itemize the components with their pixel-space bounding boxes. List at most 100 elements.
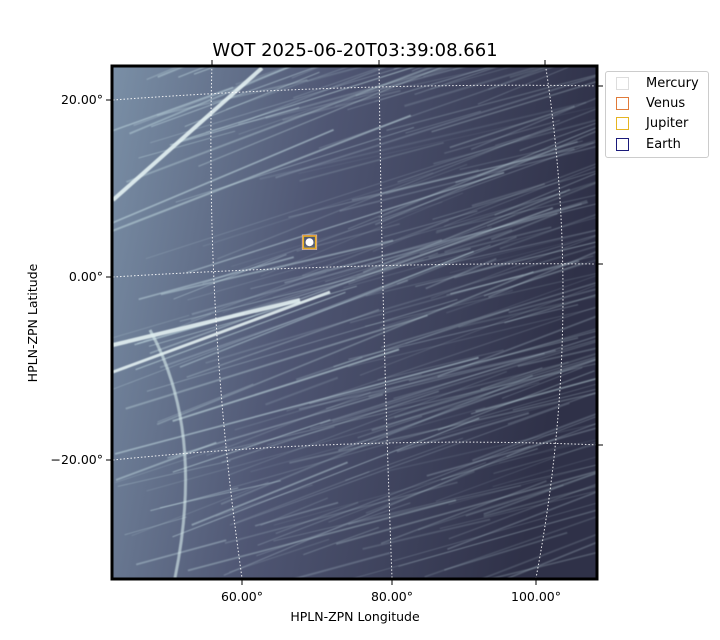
star-trail: [146, 382, 540, 492]
star-trail: [113, 67, 114, 68]
curved-trail: [148, 329, 188, 578]
plot-area: [113, 67, 596, 578]
y-axis-label: HPLN-ZPN Latitude: [25, 263, 40, 382]
star-trail: [150, 67, 404, 144]
star-trail: [282, 89, 401, 121]
legend-label: Venus: [646, 95, 686, 111]
star-trail: [257, 416, 596, 546]
star-trail: [348, 252, 439, 285]
star-trail: [430, 67, 512, 90]
star-trail: [377, 349, 504, 381]
planet-marker-jupiter: [302, 235, 317, 249]
star-trail: [381, 282, 596, 349]
star-trail: [250, 406, 486, 473]
star-trail: [156, 79, 308, 117]
star-trail: [374, 67, 492, 103]
bright-trail: [113, 298, 301, 347]
x-tick-label: 80.00°: [371, 589, 413, 604]
star-trail: [231, 201, 443, 267]
grid-lon-60: [210, 67, 243, 578]
legend-item-mercury: Mercury: [616, 74, 699, 92]
star-trail: [447, 491, 596, 550]
legend-label: Mercury: [646, 75, 699, 91]
star-trail: [437, 315, 596, 378]
star-trail: [175, 127, 415, 203]
star-trail: [431, 81, 596, 133]
star-trail: [146, 298, 458, 392]
star-trail: [150, 487, 239, 512]
legend-label: Earth: [646, 136, 681, 152]
chart-title: WOT 2025-06-20T03:39:08.661: [212, 40, 497, 61]
star-trail: [337, 358, 596, 452]
star-trail: [157, 383, 254, 423]
grid-lat-0: [113, 263, 596, 278]
star-trail: [324, 200, 588, 283]
star-trail: [333, 309, 510, 368]
star-trail: [299, 141, 444, 182]
star-trail: [275, 501, 359, 535]
star-trail: [415, 241, 596, 288]
star-trail: [477, 67, 570, 105]
star-trail: [228, 371, 507, 476]
star-trail: [446, 255, 594, 296]
star-trail: [486, 182, 596, 227]
star-trail: [423, 67, 455, 78]
star-trail: [443, 166, 596, 227]
star-trail: [458, 295, 596, 329]
star-trail: [186, 308, 380, 378]
star-trail: [396, 236, 517, 285]
star-trail: [368, 352, 545, 398]
star-trail: [215, 484, 313, 517]
star-trail: [298, 106, 596, 174]
star-trail: [222, 271, 327, 313]
star-trail: [113, 114, 412, 232]
star-trail: [138, 130, 236, 159]
star-trail: [138, 256, 295, 301]
star-trail: [265, 67, 452, 119]
star-trail: [408, 330, 596, 382]
star-trail: [394, 356, 596, 419]
star-trail: [494, 172, 596, 216]
star-trail: [273, 464, 596, 542]
star-trail: [490, 551, 596, 578]
y-axis: 20.00° 0.00° −20.00° HPLN-ZPN Latitude: [25, 85, 603, 467]
star-trail: [383, 352, 596, 421]
star-trail: [232, 203, 582, 316]
star-trail: [448, 483, 596, 540]
star-trail: [371, 357, 596, 432]
star-trail: [498, 439, 596, 464]
star-trail: [430, 235, 596, 299]
star-trail: [114, 356, 479, 455]
legend-swatch: [616, 137, 629, 151]
star-trail: [483, 262, 583, 297]
star-trail: [293, 67, 383, 99]
star-trail: [224, 481, 458, 544]
star-trail: [296, 223, 400, 252]
star-trail: [334, 67, 444, 107]
legend-item-jupiter: Jupiter: [616, 114, 688, 132]
bright-trail: [113, 290, 331, 374]
star-trail: [256, 502, 411, 557]
star-trail: [365, 241, 596, 297]
star-trail: [362, 518, 491, 550]
star-trail: [359, 284, 596, 376]
star-trail: [347, 307, 596, 368]
star-trail: [293, 551, 391, 578]
coordinate-grid: [113, 67, 596, 578]
star-trail: [186, 171, 505, 274]
star-trail: [298, 349, 556, 411]
star-trail: [414, 67, 498, 95]
star-trail: [177, 67, 416, 143]
star-trail: [441, 448, 538, 481]
star-trail: [237, 67, 388, 125]
star-trail: [393, 339, 596, 400]
star-trail: [235, 402, 570, 524]
star-trail: [454, 234, 596, 279]
star-trail: [517, 347, 596, 368]
legend: Mercury Venus Jupiter Earth: [605, 71, 709, 158]
star-trail: [172, 419, 331, 473]
x-axis-label: HPLN-ZPN Longitude: [290, 609, 420, 624]
star-trail: [160, 239, 394, 296]
star-trail: [318, 67, 555, 149]
star-trail: [131, 481, 269, 537]
